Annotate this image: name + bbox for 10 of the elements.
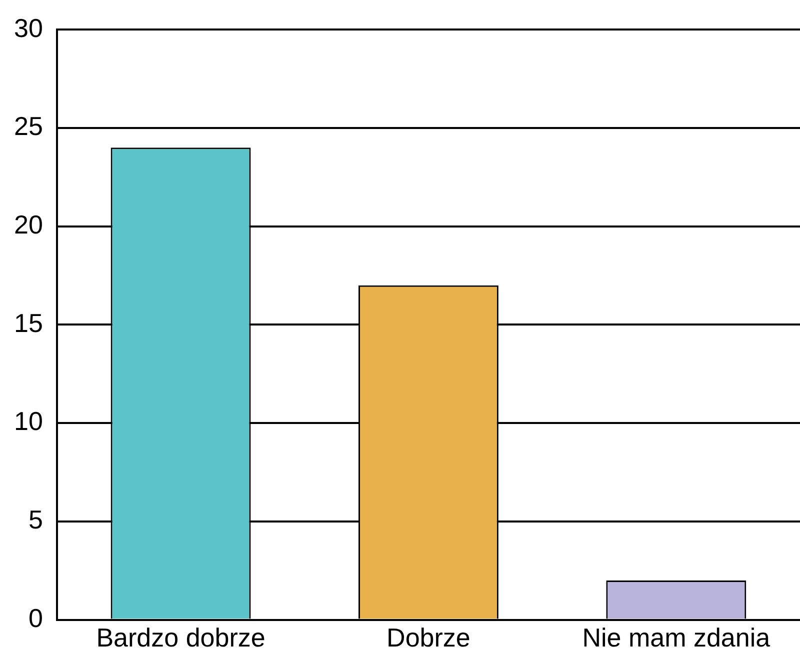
y-tick-label: 5	[28, 504, 43, 535]
y-tick-label: 25	[14, 111, 43, 142]
y-tick-label: 10	[14, 406, 43, 436]
x-tick-label: Dobrze	[386, 622, 470, 653]
y-tick-label: 15	[14, 308, 43, 338]
x-tick-label: Nie mam zdania	[582, 622, 771, 653]
y-tick-label: 0	[28, 602, 43, 633]
x-tick-label: Bardzo dobrze	[96, 622, 266, 653]
y-tick-label: 30	[14, 12, 43, 43]
y-tick-label: 20	[14, 210, 43, 240]
